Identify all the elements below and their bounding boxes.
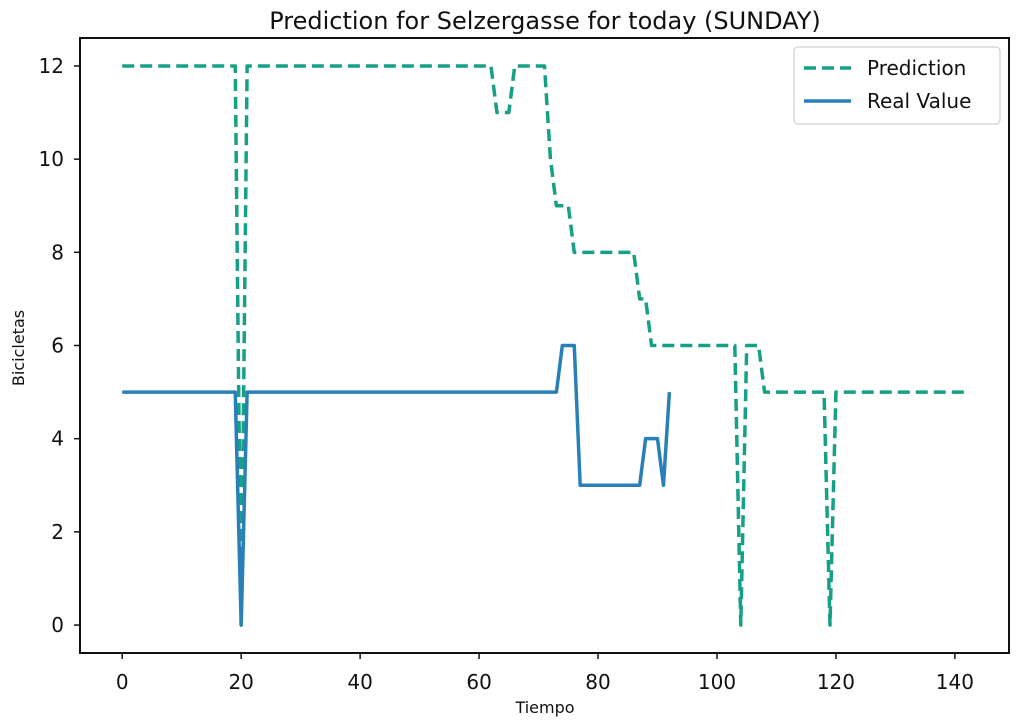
- y-tick-label-10: 10: [39, 147, 64, 171]
- y-tick-label-12: 12: [39, 54, 64, 78]
- plot-area: [122, 64, 967, 627]
- legend: Prediction Real Value: [793, 46, 1001, 125]
- real-value-line: [122, 343, 672, 627]
- y-tick-label-8: 8: [51, 240, 64, 264]
- y-tick-label-6: 6: [51, 334, 64, 358]
- x-tick-label-0: 0: [116, 670, 129, 694]
- y-tick-label-0: 0: [51, 613, 64, 637]
- x-axis-ticks: 0 20 40 60 80 100 120 140: [116, 653, 974, 694]
- y-tick-label-4: 4: [51, 427, 64, 451]
- plot-frame: [79, 37, 1010, 654]
- x-tick-label-40: 40: [347, 670, 372, 694]
- x-tick-label-80: 80: [585, 670, 610, 694]
- x-tick-label-100: 100: [698, 670, 736, 694]
- x-tick-label-20: 20: [228, 670, 253, 694]
- x-tick-label-60: 60: [466, 670, 491, 694]
- legend-label-real-value: Real Value: [867, 89, 971, 113]
- y-tick-label-2: 2: [51, 520, 64, 544]
- x-axis-label: Tiempo: [514, 698, 574, 717]
- x-tick-label-120: 120: [817, 670, 855, 694]
- legend-label-prediction: Prediction: [867, 56, 966, 80]
- x-tick-label-140: 140: [936, 670, 974, 694]
- prediction-line: [122, 64, 967, 627]
- chart-title: Prediction for Selzergasse for today (SU…: [269, 7, 821, 35]
- y-axis-label: Bicicletas: [9, 310, 28, 386]
